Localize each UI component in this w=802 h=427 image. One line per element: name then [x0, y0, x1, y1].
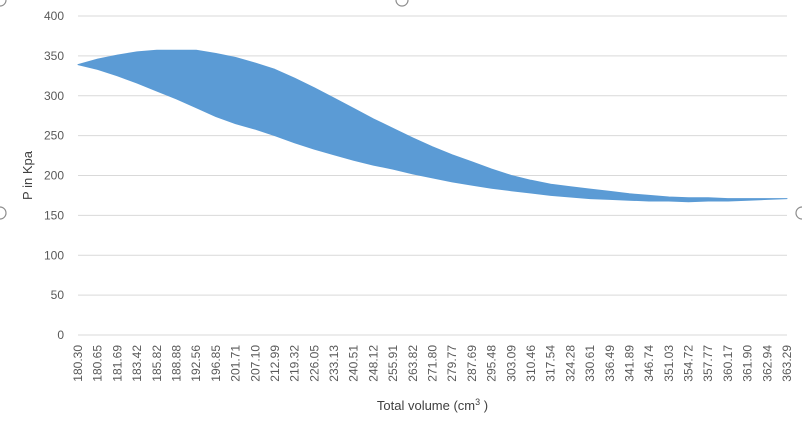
- x-tick-label: 180.65: [91, 345, 105, 382]
- x-tick-label: 362.94: [760, 345, 774, 382]
- selection-handle-middle-left[interactable]: [0, 206, 7, 220]
- y-tick-label: 100: [44, 248, 64, 262]
- x-tick-label: 192.56: [189, 345, 203, 382]
- selection-handle-top-middle[interactable]: [395, 0, 409, 7]
- x-tick-label: 295.48: [485, 345, 499, 382]
- selection-handle-top-left[interactable]: [0, 0, 7, 7]
- x-tick-label: 330.61: [583, 345, 597, 382]
- x-axis-title-main: Total volume (cm: [377, 398, 475, 413]
- x-tick-label: 324.28: [563, 345, 577, 382]
- x-tick-label: 233.13: [327, 345, 341, 382]
- x-tick-label: 279.77: [445, 345, 459, 382]
- x-tick-label: 226.05: [307, 345, 321, 382]
- x-tick-label: 351.03: [662, 345, 676, 382]
- y-tick-label: 0: [57, 328, 64, 342]
- x-tick-label: 207.10: [248, 345, 262, 382]
- x-tick-label: 196.85: [209, 345, 223, 382]
- x-tick-label: 240.51: [347, 345, 361, 382]
- x-tick-label: 255.91: [386, 345, 400, 382]
- x-tick-label: 201.71: [229, 345, 243, 382]
- x-tick-label: 363.29: [780, 345, 794, 382]
- x-tick-label: 360.17: [721, 345, 735, 382]
- x-tick-label: 361.90: [741, 345, 755, 382]
- y-tick-label: 200: [44, 169, 64, 183]
- x-tick-label: 357.77: [701, 345, 715, 382]
- x-axis-title-close: ): [480, 398, 488, 413]
- y-axis-ticks: 0 50 100 150 200 250 300 350 400: [44, 9, 64, 342]
- pressure-area: [77, 49, 788, 203]
- selection-handle-middle-right[interactable]: [795, 206, 802, 220]
- y-tick-label: 400: [44, 9, 64, 23]
- x-tick-label: 310.46: [524, 345, 538, 382]
- x-tick-label: 317.54: [544, 345, 558, 382]
- x-axis-ticks: 180.30 180.65 181.69 183.42 185.82 188.88 192.…: [71, 345, 794, 382]
- y-tick-label: 50: [51, 288, 65, 302]
- x-tick-label: 212.99: [268, 345, 282, 382]
- x-tick-label: 248.12: [366, 345, 380, 382]
- x-tick-label: 219.32: [288, 345, 302, 382]
- x-axis-title: Total volume (cm3 ): [377, 397, 488, 413]
- y-tick-label: 150: [44, 208, 64, 222]
- x-tick-label: 188.88: [170, 345, 184, 382]
- x-tick-label: 341.89: [622, 345, 636, 382]
- x-tick-label: 346.74: [642, 345, 656, 382]
- x-tick-label: 263.82: [406, 345, 420, 382]
- x-tick-label: 185.82: [150, 345, 164, 382]
- y-tick-label: 300: [44, 89, 64, 103]
- pressure-area-series: [77, 49, 788, 203]
- x-tick-label: 271.80: [426, 345, 440, 382]
- y-axis-title: P in Kpa: [20, 150, 35, 200]
- x-tick-label: 287.69: [465, 345, 479, 382]
- x-tick-label: 303.09: [504, 345, 518, 382]
- y-tick-label: 250: [44, 129, 64, 143]
- y-tick-label: 350: [44, 49, 64, 63]
- x-tick-label: 183.42: [130, 345, 144, 382]
- x-tick-label: 180.30: [71, 345, 85, 382]
- x-tick-label: 354.72: [682, 345, 696, 382]
- x-tick-label: 336.49: [603, 345, 617, 382]
- x-tick-label: 181.69: [110, 345, 124, 382]
- x-axis-title-superscript: 3: [475, 397, 480, 407]
